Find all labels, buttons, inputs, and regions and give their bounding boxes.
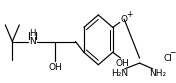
Text: H: H: [29, 29, 36, 38]
Text: +: +: [126, 10, 132, 19]
Text: OH: OH: [115, 59, 129, 68]
Text: Cl: Cl: [163, 54, 172, 63]
Text: N: N: [29, 37, 36, 46]
Text: O: O: [121, 15, 128, 24]
Text: NH₂: NH₂: [149, 69, 166, 78]
Text: OH: OH: [48, 63, 62, 72]
Text: −: −: [169, 48, 175, 57]
Text: H₂N: H₂N: [111, 69, 128, 78]
